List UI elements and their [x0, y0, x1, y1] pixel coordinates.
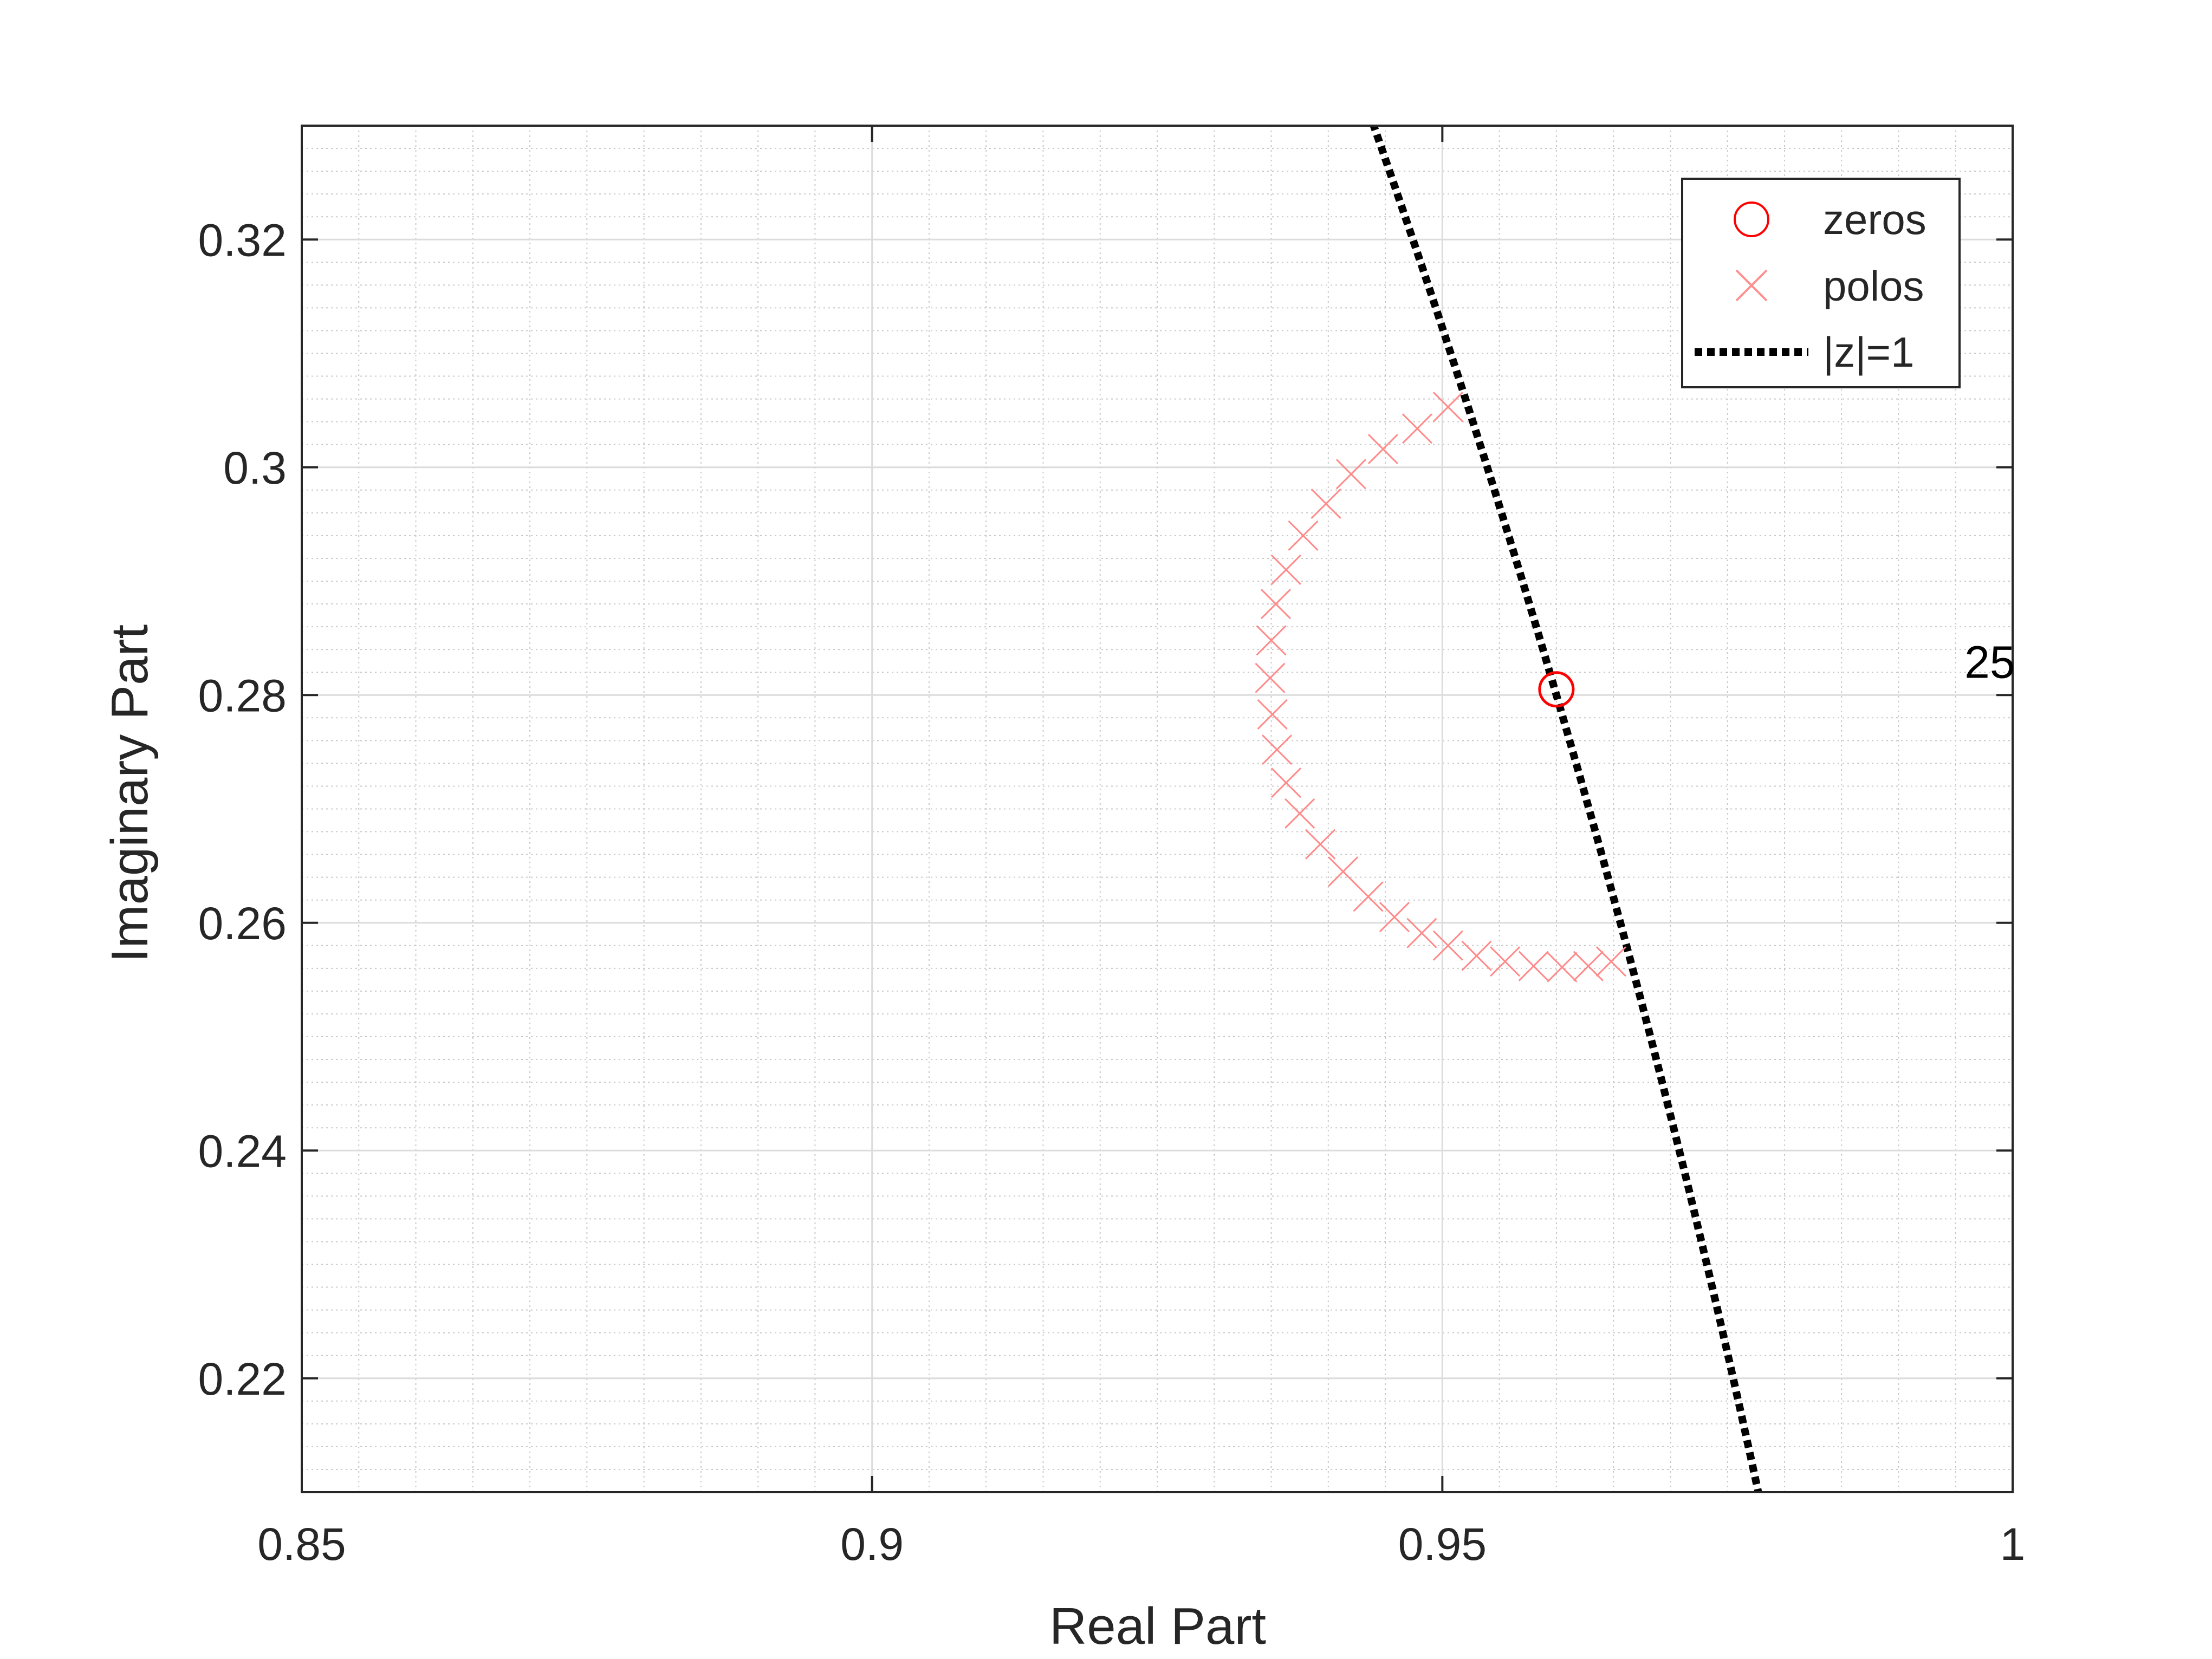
tick-labels: 0.85 0.9 0.95 1 0.22 0.24 0.26 0.28 0.3 0.32	[198, 214, 2026, 1570]
y-tick-label: 0.32	[198, 214, 287, 265]
pole-marker	[1270, 767, 1301, 798]
pole-marker	[1256, 625, 1287, 656]
x-tick-label: 0.9	[840, 1519, 904, 1570]
pole-marker	[1490, 946, 1521, 977]
zero-marker	[1538, 671, 1575, 708]
pole-marker	[1379, 902, 1410, 933]
x-tick-label: 0.95	[1398, 1519, 1487, 1570]
pole-marker	[1285, 798, 1315, 829]
pole-marker	[1255, 662, 1286, 693]
legend-unit-circle-label: |z|=1	[1823, 328, 1914, 376]
pole-marker	[1311, 488, 1341, 519]
legend-entry-zeros: zeros	[1734, 196, 1926, 243]
pole-marker	[1260, 588, 1292, 620]
legend-zeros-marker	[1734, 201, 1769, 237]
pole-marker	[1328, 856, 1359, 887]
pole-marker	[1595, 946, 1626, 977]
pole-marker	[1257, 699, 1288, 730]
legend-box	[1681, 178, 1961, 388]
y-tick-label: 0.26	[198, 898, 287, 949]
pole-marker	[1270, 554, 1301, 585]
axes-frame	[301, 125, 2014, 1493]
legend: zeros polos |z|=1	[1681, 178, 1961, 388]
annotations: 25	[1964, 637, 2015, 688]
legend-polos-label: polos	[1823, 262, 1924, 310]
pole-marker	[1573, 951, 1604, 981]
legend-zeros-label: zeros	[1823, 196, 1926, 243]
annotation-label: 25	[1964, 637, 2015, 688]
pole-marker	[1261, 734, 1293, 765]
pole-marker	[1335, 459, 1366, 490]
plot-frame	[301, 125, 2014, 1493]
pole-marker	[1288, 520, 1319, 551]
pole-marker	[1461, 940, 1492, 971]
pole-marker	[1353, 881, 1384, 912]
x-tick-label: 0.85	[257, 1519, 346, 1570]
x-axis-title: Real Part	[1049, 1597, 1266, 1655]
y-tick-label: 0.24	[198, 1125, 287, 1176]
y-axis-title: Imaginary Part	[101, 624, 159, 962]
unit-circle-line	[1370, 126, 1762, 1492]
ticks	[301, 126, 2014, 1492]
y-tick-label: 0.3	[223, 443, 287, 493]
x-tick-label: 1	[2000, 1519, 2026, 1570]
y-tick-label: 0.28	[198, 670, 287, 721]
pole-marker	[1518, 951, 1549, 981]
y-tick-label: 0.22	[198, 1354, 287, 1404]
legend-entry-polos: polos	[1735, 262, 1924, 310]
pole-marker	[1305, 829, 1336, 860]
pole-marker	[1432, 930, 1463, 961]
pole-marker	[1547, 952, 1578, 983]
legend-entry-unit-circle: |z|=1	[1695, 328, 1914, 376]
pole-marker	[1367, 434, 1398, 465]
legend-polos-marker	[1735, 269, 1768, 302]
pole-marker	[1402, 413, 1433, 444]
series-layer	[1255, 126, 1762, 1492]
pole-marker	[1432, 392, 1463, 422]
pole-marker	[1406, 918, 1437, 948]
